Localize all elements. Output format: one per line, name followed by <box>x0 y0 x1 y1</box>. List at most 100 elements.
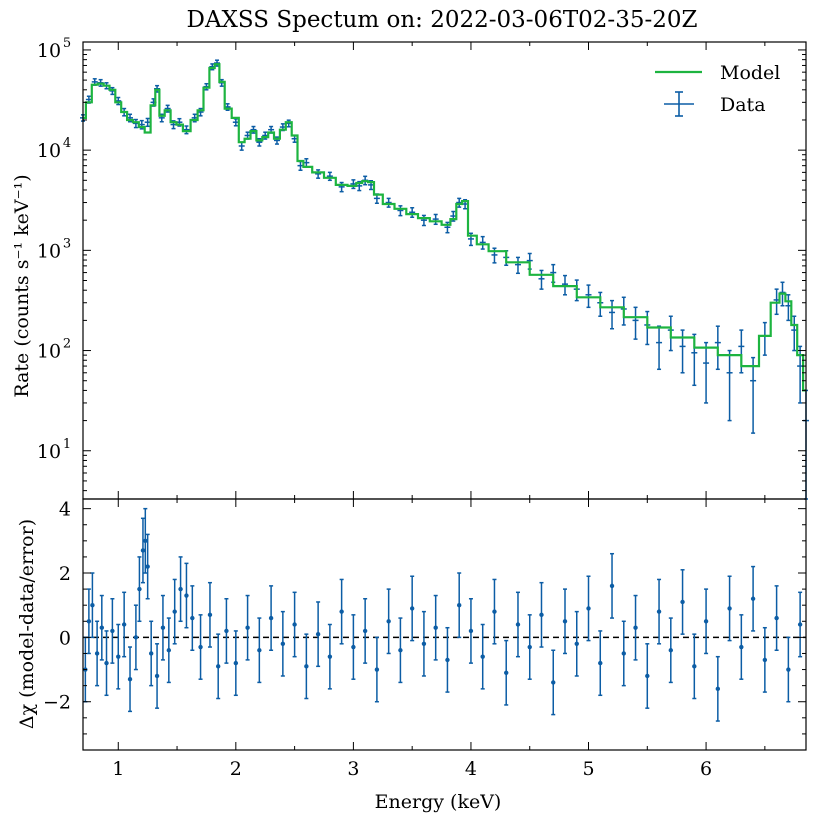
residual-marker <box>445 657 450 663</box>
residual-point <box>680 569 685 635</box>
residual-marker <box>172 609 177 614</box>
residual-point <box>145 533 150 600</box>
residual-marker <box>750 596 756 601</box>
residual-marker <box>292 622 297 627</box>
residual-marker <box>140 548 146 553</box>
residual-point <box>154 643 160 709</box>
y-tick-label-exponent: 4 <box>63 136 71 151</box>
x-tick-label: 2 <box>230 758 242 780</box>
residual-point <box>160 594 166 661</box>
residual-marker <box>207 612 213 618</box>
legend-data-swatch <box>664 91 694 117</box>
data-point <box>409 207 416 218</box>
residual-marker <box>374 667 380 672</box>
residual-point <box>562 588 568 655</box>
residual-marker <box>257 648 262 653</box>
residual-marker <box>143 538 148 544</box>
residual-marker <box>160 625 166 630</box>
residual-point <box>598 630 603 697</box>
residual-point <box>178 556 183 623</box>
y-tick-label: −2 <box>43 692 71 714</box>
residual-point <box>224 598 229 664</box>
residual-marker <box>215 664 221 669</box>
residual-marker <box>621 651 626 656</box>
residual-marker <box>609 583 615 589</box>
data-point <box>238 141 245 151</box>
residual-marker <box>315 631 321 637</box>
residual-marker <box>774 615 779 621</box>
residual-marker <box>786 667 791 672</box>
data-point <box>538 269 545 290</box>
residual-point <box>90 572 95 639</box>
residual-point <box>94 620 100 687</box>
data-point <box>432 213 439 226</box>
residual-point <box>386 588 391 655</box>
residual-marker <box>692 664 697 669</box>
residual-marker <box>224 628 229 634</box>
residual-marker <box>633 625 638 630</box>
data-point <box>183 125 190 135</box>
data-point <box>338 181 345 193</box>
y-tick-label: 10 <box>37 341 61 363</box>
residual-marker <box>268 615 274 621</box>
spectrum-panel-frame <box>82 41 807 500</box>
residual-marker <box>137 586 142 592</box>
residual-point <box>645 643 650 709</box>
residual-point <box>480 623 485 690</box>
residual-marker <box>504 670 509 675</box>
residual-marker <box>304 664 309 669</box>
spectrum-y-axis-label: Rate (counts s⁻¹ keV⁻¹) <box>11 174 33 397</box>
residual-point <box>692 633 697 700</box>
data-point <box>514 256 521 275</box>
residual-point <box>339 578 344 645</box>
data-point <box>703 341 710 404</box>
residual-point <box>409 575 415 642</box>
data-point <box>750 356 757 434</box>
legend: Model Data <box>655 62 780 117</box>
y-tick-label-exponent: 1 <box>63 437 71 452</box>
x-tick-label: 6 <box>700 758 712 780</box>
y-tick-label: 10 <box>37 140 61 162</box>
residual-point <box>750 565 756 632</box>
residual-point <box>797 591 803 658</box>
residual-point <box>433 594 438 661</box>
residual-marker <box>339 609 344 614</box>
residual-point <box>398 617 403 684</box>
residual-marker <box>680 599 685 605</box>
y-tick-label-exponent: 2 <box>63 337 71 352</box>
residual-panel: −2 0 2 4 1 2 3 4 5 6 Δχ (model-data/error) Energy… <box>16 498 807 813</box>
x-axis-label: Energy (keV) <box>375 791 502 813</box>
residual-point <box>504 639 509 706</box>
residual-point <box>280 610 286 677</box>
residual-marker <box>797 622 803 627</box>
residual-point <box>574 610 579 677</box>
residual-point <box>527 614 532 680</box>
x-tick-label: 4 <box>465 758 477 780</box>
legend-model-label: Model <box>720 62 780 84</box>
residual-point <box>586 575 591 642</box>
residual-marker <box>99 625 105 630</box>
residual-marker <box>586 606 591 611</box>
residual-point <box>633 594 638 661</box>
x-tick-label: 3 <box>347 758 359 780</box>
residual-marker <box>386 619 391 624</box>
residual-panel-frame <box>82 498 807 751</box>
residual-marker <box>480 654 485 659</box>
residual-point <box>198 614 203 680</box>
residual-point <box>315 601 321 668</box>
residual-marker <box>739 644 744 650</box>
residual-marker <box>715 686 721 692</box>
data-point <box>326 171 333 182</box>
y-tick-label: 2 <box>59 563 71 585</box>
residual-marker <box>148 651 154 656</box>
data-point <box>632 306 639 340</box>
residual-marker <box>94 651 100 656</box>
residual-marker <box>233 660 239 666</box>
residual-point <box>99 594 105 661</box>
residual-point <box>116 623 121 690</box>
residual-point <box>374 636 380 703</box>
residual-marker <box>116 654 121 659</box>
residual-marker <box>198 644 203 650</box>
residual-point <box>539 581 544 648</box>
